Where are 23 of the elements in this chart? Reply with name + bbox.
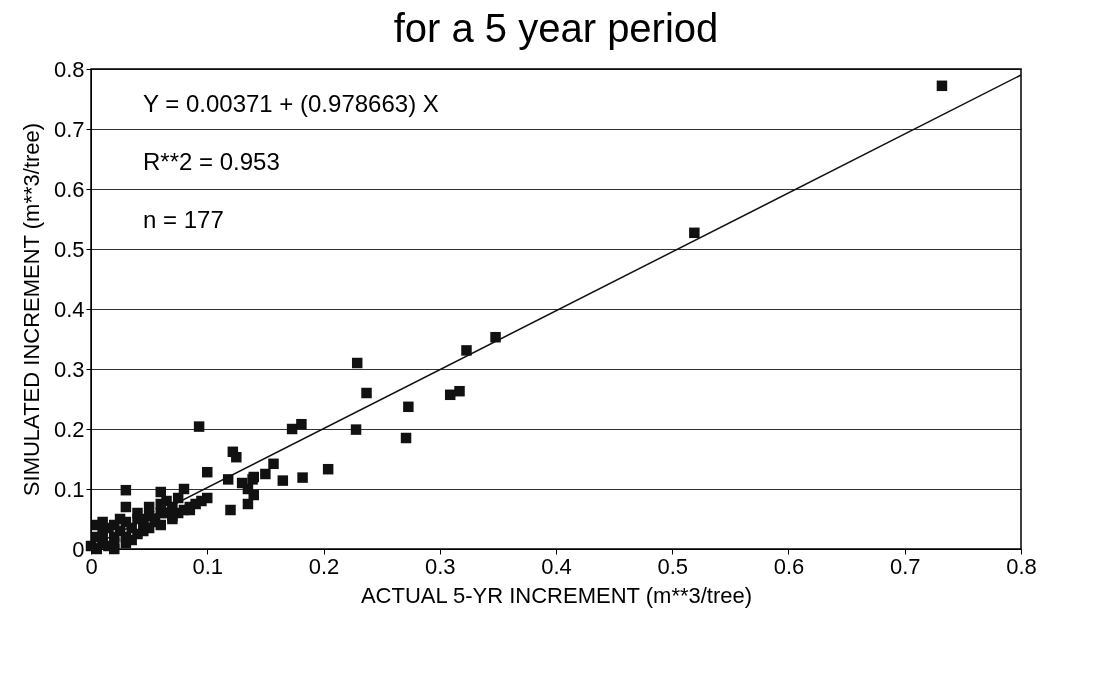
- annotation: Y = 0.00371 + (0.978663) X: [143, 90, 439, 117]
- chart-title: for a 5 year period: [393, 6, 719, 50]
- y-tick-label: 0: [72, 536, 85, 562]
- x-tick-label: 0.7: [889, 553, 921, 579]
- annotation: n = 177: [143, 206, 224, 233]
- y-axis-title: SIMULATED INCREMENT (m**3/tree): [18, 122, 44, 497]
- x-tick-label: 0.2: [308, 553, 340, 579]
- x-tick-label: 0.8: [1006, 553, 1037, 579]
- y-tick-label: 0.5: [53, 236, 85, 262]
- x-tick-label: 0.1: [192, 553, 224, 579]
- x-tick-label: 0.6: [773, 553, 805, 579]
- y-tick-label: 0.8: [53, 56, 85, 82]
- y-tick-label: 0.4: [53, 296, 85, 322]
- y-tick-label: 0.1: [53, 476, 85, 502]
- x-tick-label: 0.4: [541, 553, 572, 579]
- x-tick-label: 0.3: [424, 553, 456, 579]
- y-tick-label: 0.7: [53, 116, 85, 142]
- x-tick-label: 0.5: [657, 553, 689, 579]
- y-tick-label: 0.2: [53, 416, 85, 442]
- x-axis-title: ACTUAL 5-YR INCREMENT (m**3/tree): [360, 582, 753, 608]
- y-tick-label: 0.6: [53, 176, 85, 202]
- annotation: R**2 = 0.953: [143, 148, 280, 175]
- y-tick-label: 0.3: [53, 356, 85, 382]
